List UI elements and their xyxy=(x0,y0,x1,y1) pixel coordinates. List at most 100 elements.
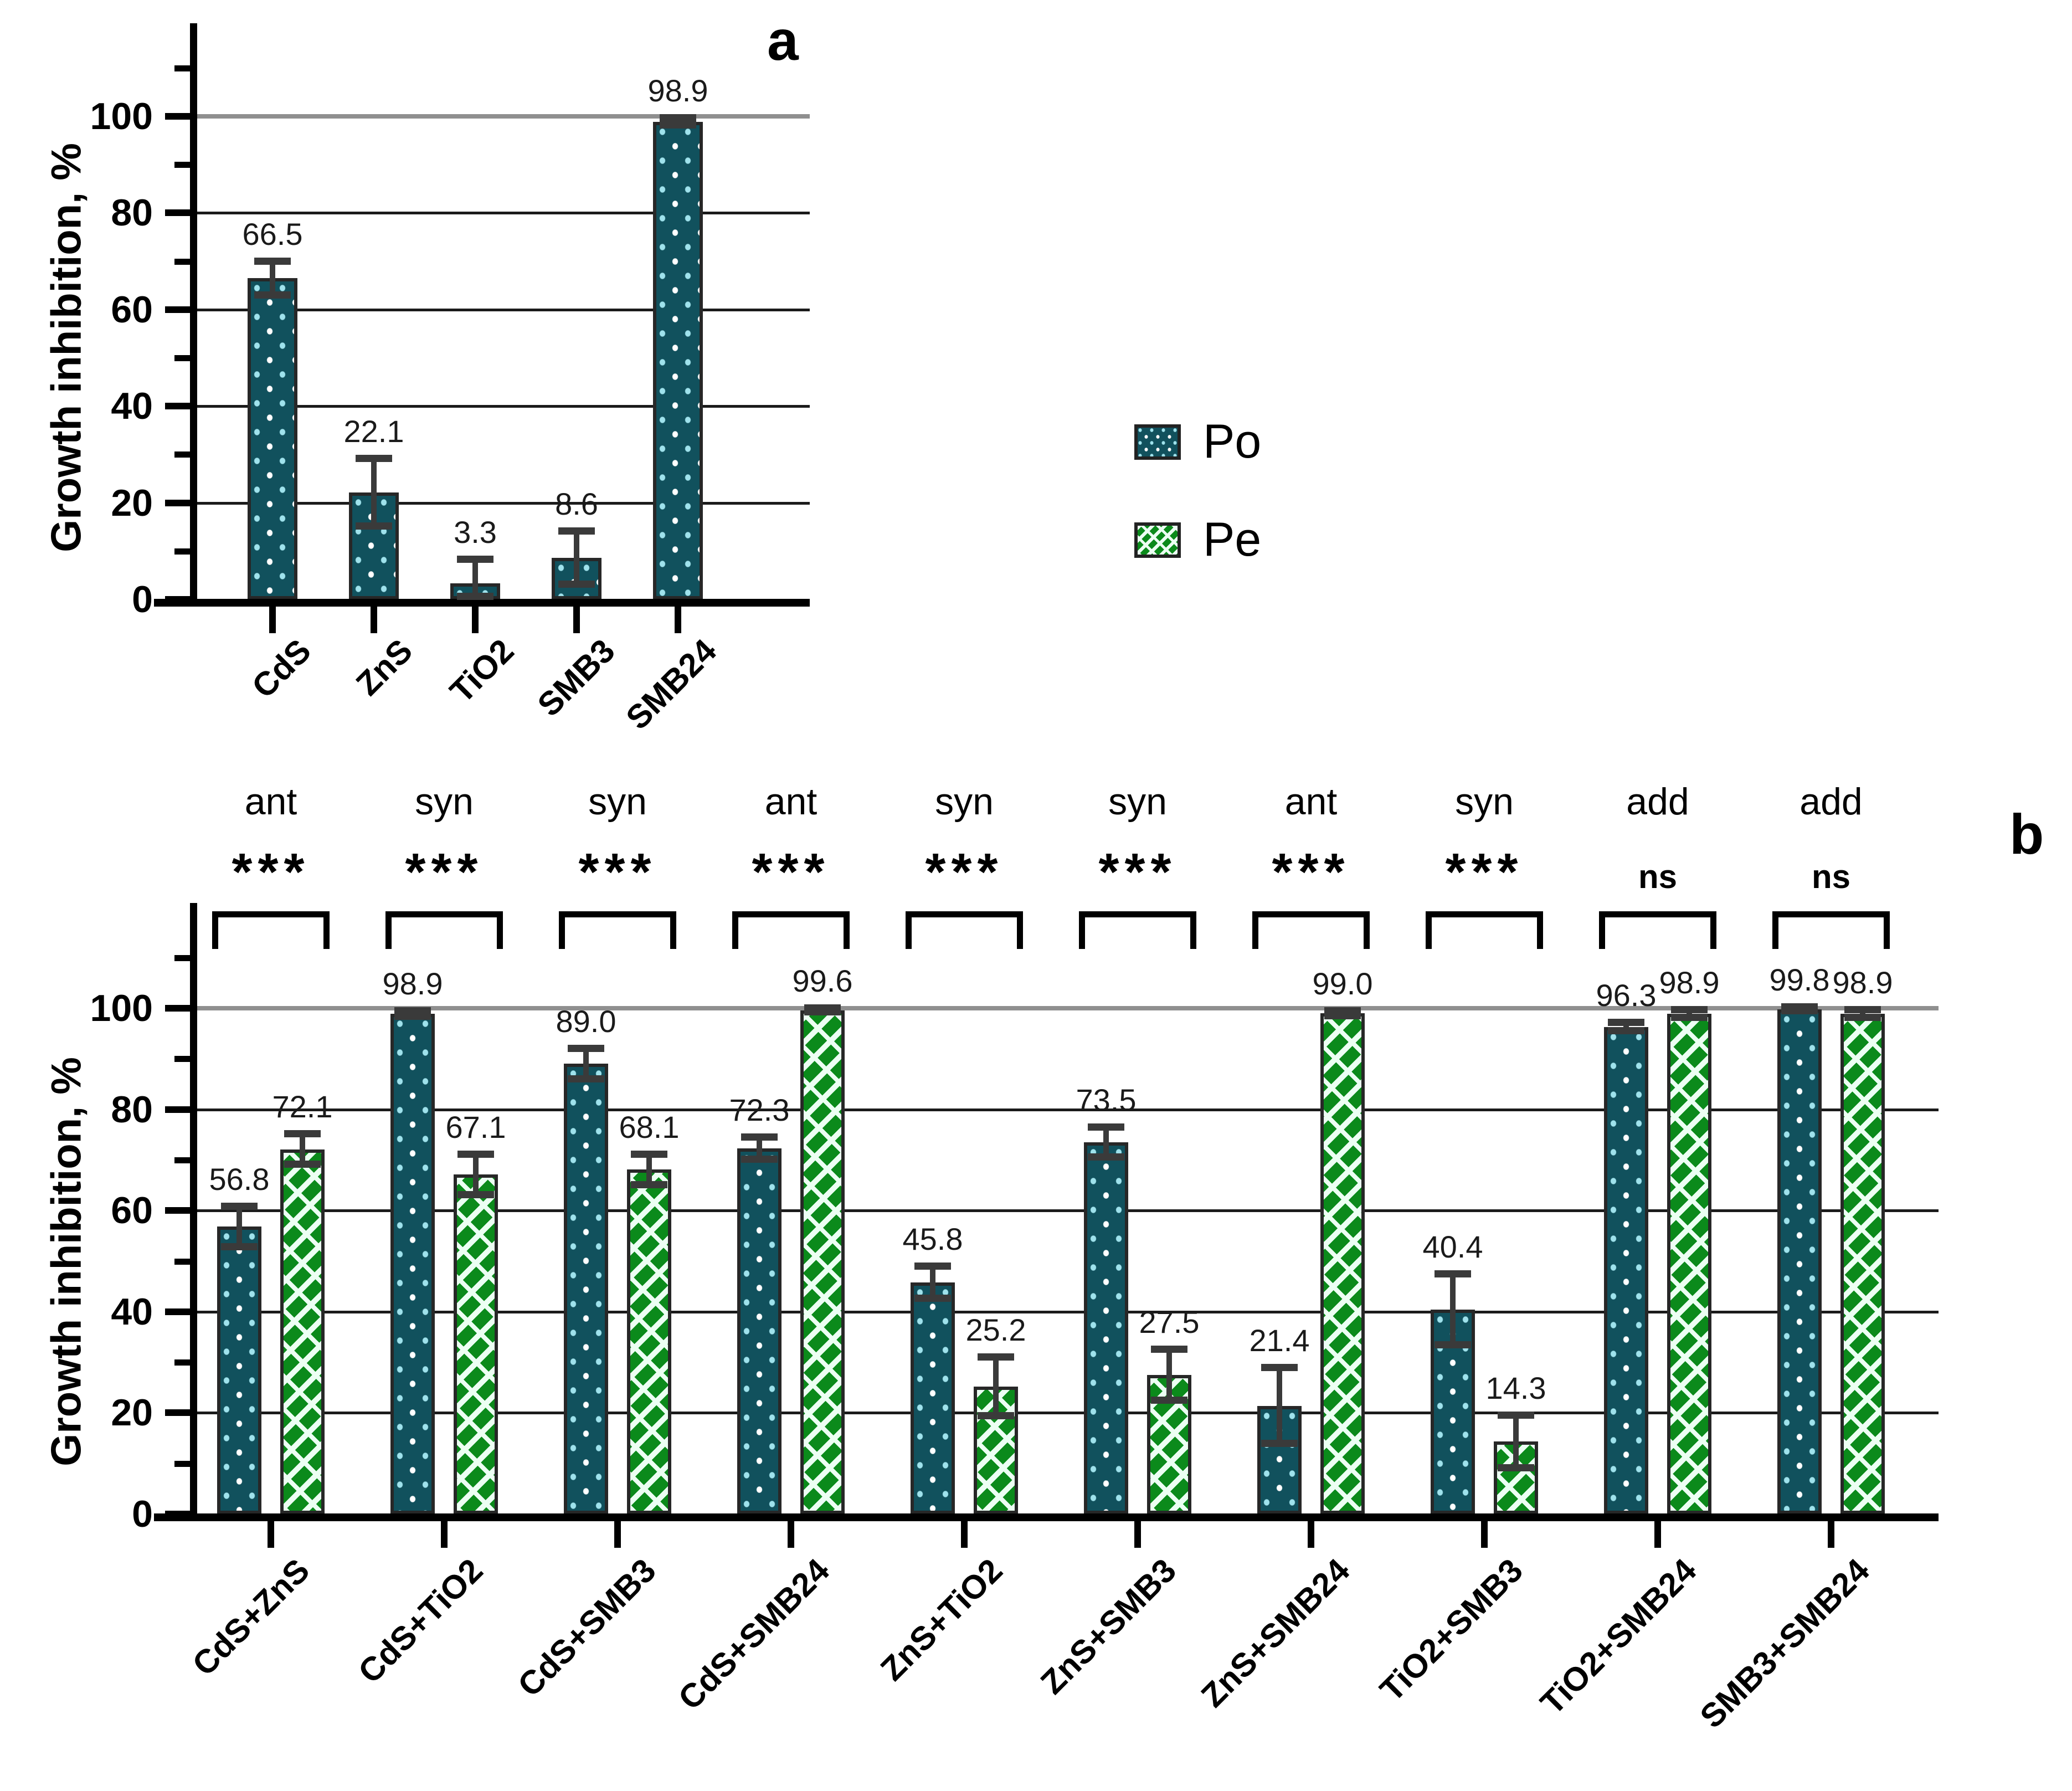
error-bar-stem-b-Po-8 xyxy=(1623,1023,1629,1032)
y-tick-label-b-80: 80 xyxy=(111,1088,153,1131)
gridline-a-40 xyxy=(197,405,810,408)
value-label-a-Po-1: 22.1 xyxy=(343,414,404,449)
error-bar-stem-b-Po-7 xyxy=(1450,1274,1456,1346)
error-bar-stem-b-Pe-0 xyxy=(300,1134,305,1165)
error-bar-botcap-b-Po-4 xyxy=(914,1295,951,1302)
value-label-a-Po-3: 8.6 xyxy=(555,486,598,522)
x-tick-a-0 xyxy=(269,607,276,633)
error-bar-stem-a-Po-1 xyxy=(371,459,377,527)
error-bar-botcap-b-Po-2 xyxy=(568,1075,604,1082)
error-bar-stem-a-Po-3 xyxy=(574,531,579,584)
error-bar-botcap-a-Po-0 xyxy=(254,291,291,299)
value-label-b-Po-4: 45.8 xyxy=(902,1221,963,1256)
gridline-b-60 xyxy=(197,1209,1939,1213)
x-axis-b xyxy=(154,1513,1939,1521)
value-label-b-Pe-8: 98.9 xyxy=(1659,964,1720,1000)
comparison-bracket-3 xyxy=(732,911,850,949)
gridline-a-60 xyxy=(197,308,810,311)
interaction-label-6: ant xyxy=(1284,781,1338,823)
error-bar-botcap-b-Pe-0 xyxy=(284,1161,321,1168)
y-major-tick-b-80 xyxy=(165,1106,190,1113)
error-bar-topcap-b-Pe-9 xyxy=(1844,1005,1881,1013)
x-tick-b-0 xyxy=(268,1521,274,1548)
error-bar-botcap-b-Pe-2 xyxy=(631,1181,667,1188)
x-category-label-b-9: SMB3+SMB24 xyxy=(1693,1551,1877,1736)
error-bar-botcap-a-Po-3 xyxy=(558,580,595,588)
bar-po-b-5 xyxy=(1084,1142,1128,1514)
error-bar-topcap-b-Po-3 xyxy=(741,1133,778,1141)
x-tick-b-4 xyxy=(961,1521,968,1548)
value-label-b-Pe-2: 68.1 xyxy=(619,1109,680,1145)
x-category-label-a-2: TiO2 xyxy=(443,632,521,710)
value-label-b-Pe-4: 25.2 xyxy=(965,1312,1026,1347)
significance-stars-4: *** xyxy=(925,843,1004,901)
comparison-bracket-2 xyxy=(559,911,676,949)
error-bar-botcap-b-Pe-6 xyxy=(1324,1012,1361,1019)
value-label-b-Pe-7: 14.3 xyxy=(1485,1370,1546,1405)
y-tick-label-b-40: 40 xyxy=(111,1290,153,1333)
value-label-b-Po-8: 96.3 xyxy=(1596,978,1657,1013)
error-bar-stem-b-Pe-1 xyxy=(473,1154,479,1195)
error-bar-botcap-b-Pe-7 xyxy=(1498,1464,1534,1471)
value-label-b-Po-0: 56.8 xyxy=(209,1161,270,1197)
y-major-tick-a-100 xyxy=(165,113,190,120)
error-bar-stem-a-Po-2 xyxy=(472,559,478,597)
legend-label-po: Po xyxy=(1203,415,1262,468)
y-major-tick-b-40 xyxy=(165,1308,190,1315)
error-bar-topcap-b-Pe-1 xyxy=(457,1150,494,1158)
bar-po-b-3 xyxy=(737,1148,782,1514)
comparison-bracket-0 xyxy=(212,911,330,949)
error-bar-botcap-b-Pe-8 xyxy=(1671,1014,1708,1022)
significance-stars-6: *** xyxy=(1272,843,1350,901)
y-axis-a xyxy=(190,23,197,599)
panel-b-y-axis-title: Growth inhibition, % xyxy=(43,1057,90,1466)
error-bar-topcap-b-Pe-4 xyxy=(978,1353,1014,1361)
significance-stars-3: *** xyxy=(752,843,830,901)
significance-stars-2: *** xyxy=(578,843,657,901)
pe-swatch-icon xyxy=(1134,522,1181,558)
y-major-tick-b-60 xyxy=(165,1207,190,1214)
error-bar-botcap-b-Po-0 xyxy=(221,1243,258,1250)
error-bar-topcap-b-Po-5 xyxy=(1088,1123,1124,1131)
x-category-label-b-1: CdS+TiO2 xyxy=(351,1551,490,1691)
error-bar-botcap-b-Pe-5 xyxy=(1151,1396,1187,1404)
error-bar-botcap-a-Po-4 xyxy=(660,121,696,129)
x-category-label-b-4: ZnS+TiO2 xyxy=(873,1551,1010,1688)
interaction-label-7: syn xyxy=(1455,781,1514,823)
gridline-b-100 xyxy=(197,1006,1939,1010)
x-category-label-a-3: SMB3 xyxy=(530,632,623,723)
interaction-label-8: add xyxy=(1626,781,1689,823)
value-label-b-Po-2: 89.0 xyxy=(556,1004,616,1039)
value-label-a-Po-2: 3.3 xyxy=(454,514,497,550)
y-minor-tick-a-30 xyxy=(174,451,190,458)
y-minor-tick-b-50 xyxy=(174,1258,190,1265)
y-tick-label-a-40: 40 xyxy=(111,385,153,428)
bar-pe-b-4 xyxy=(974,1386,1018,1514)
error-bar-topcap-a-Po-0 xyxy=(254,257,291,265)
x-tick-a-1 xyxy=(371,607,377,633)
error-bar-topcap-b-Pe-2 xyxy=(631,1150,667,1158)
y-tick-label-a-0: 0 xyxy=(132,578,153,620)
x-category-label-a-4: SMB24 xyxy=(619,632,724,737)
x-category-label-a-1: ZnS xyxy=(348,632,420,703)
value-label-b-Po-1: 98.9 xyxy=(382,966,443,1002)
significance-stars-1: *** xyxy=(405,843,484,901)
comparison-bracket-7 xyxy=(1426,911,1543,949)
error-bar-stem-a-Po-0 xyxy=(270,261,275,295)
x-tick-b-3 xyxy=(788,1521,794,1548)
value-label-b-Po-5: 73.5 xyxy=(1076,1082,1137,1117)
error-bar-botcap-b-Pe-3 xyxy=(804,1008,841,1016)
y-tick-label-b-0: 0 xyxy=(132,1493,153,1535)
y-minor-tick-b-110 xyxy=(174,954,190,961)
y-minor-tick-a-110 xyxy=(174,65,190,71)
y-minor-tick-a-50 xyxy=(174,355,190,361)
bar-pe-b-2 xyxy=(627,1169,671,1514)
value-label-b-Po-3: 72.3 xyxy=(729,1092,790,1127)
error-bar-topcap-b-Pe-5 xyxy=(1151,1346,1187,1353)
error-bar-stem-b-Pe-7 xyxy=(1513,1415,1519,1468)
y-axis-b xyxy=(190,903,197,1514)
x-category-label-b-2: CdS+SMB3 xyxy=(511,1551,664,1704)
comparison-bracket-9 xyxy=(1772,911,1890,949)
y-tick-label-b-60: 60 xyxy=(111,1189,153,1232)
value-label-b-Pe-5: 27.5 xyxy=(1139,1305,1200,1340)
